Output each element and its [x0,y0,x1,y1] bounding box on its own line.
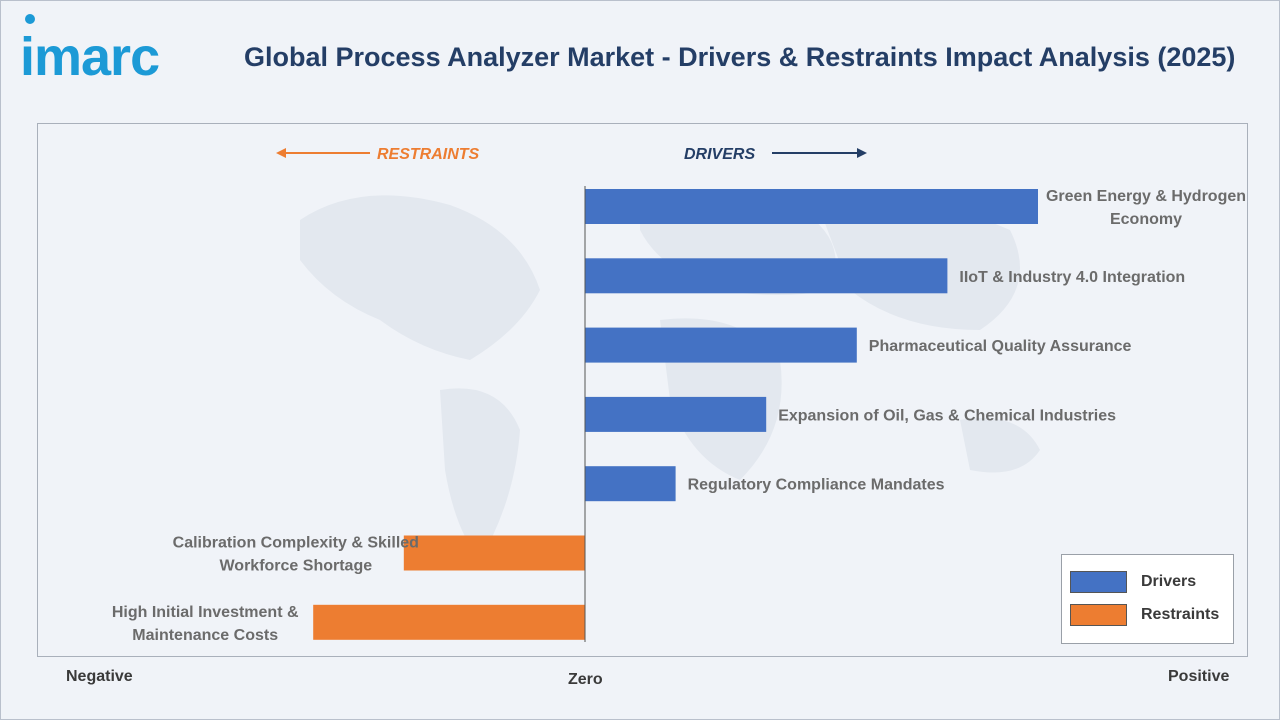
bar-restraints [313,604,585,640]
drivers-direction-label: DRIVERS [684,146,755,163]
bar-label: IIoT & Industry 4.0 Integration [959,269,1185,286]
bar-drivers [585,396,767,432]
bar-label: Regulatory Compliance Mandates [688,477,945,494]
bar-label: Expansion of Oil, Gas & Chemical Industr… [778,407,1116,424]
bar-label: Calibration Complexity & Skilled Workforc… [173,535,419,575]
bar-label: High Initial Investment & Maintenance Cos… [112,604,299,644]
zero-axis-label: Zero [568,671,603,688]
imarc-logo: imarc [20,14,205,87]
negative-axis-label: Negative [66,668,133,685]
chart-title: Global Process Analyzer Market - Drivers… [244,42,1236,72]
drivers-arrowhead [857,148,867,158]
world-map-watermark [300,192,1040,560]
positive-axis-label: Positive [1168,668,1230,685]
legend-item-drivers: Drivers [1070,570,1196,594]
legend-swatch-drivers [1070,571,1127,593]
legend: Drivers Restraints [1061,554,1234,644]
bar-drivers [585,189,1038,224]
bar-label: Green Energy & Hydrogen Economy [1046,188,1246,228]
bar-drivers [585,327,857,363]
logo-text: imarc [20,27,160,87]
legend-swatch-restraints [1070,604,1127,626]
legend-label-restraints: Restraints [1141,606,1220,623]
restraints-direction-label: RESTRAINTS [377,146,480,163]
restraints-arrowhead [276,148,286,158]
logo-dot [25,14,35,24]
bar-label: Pharmaceutical Quality Assurance [869,338,1132,355]
bar-drivers [585,258,948,294]
legend-label-drivers: Drivers [1141,573,1197,590]
legend-item-restraints: Restraints [1070,603,1219,627]
bar-drivers [585,466,676,502]
bar-restraints [403,535,585,571]
